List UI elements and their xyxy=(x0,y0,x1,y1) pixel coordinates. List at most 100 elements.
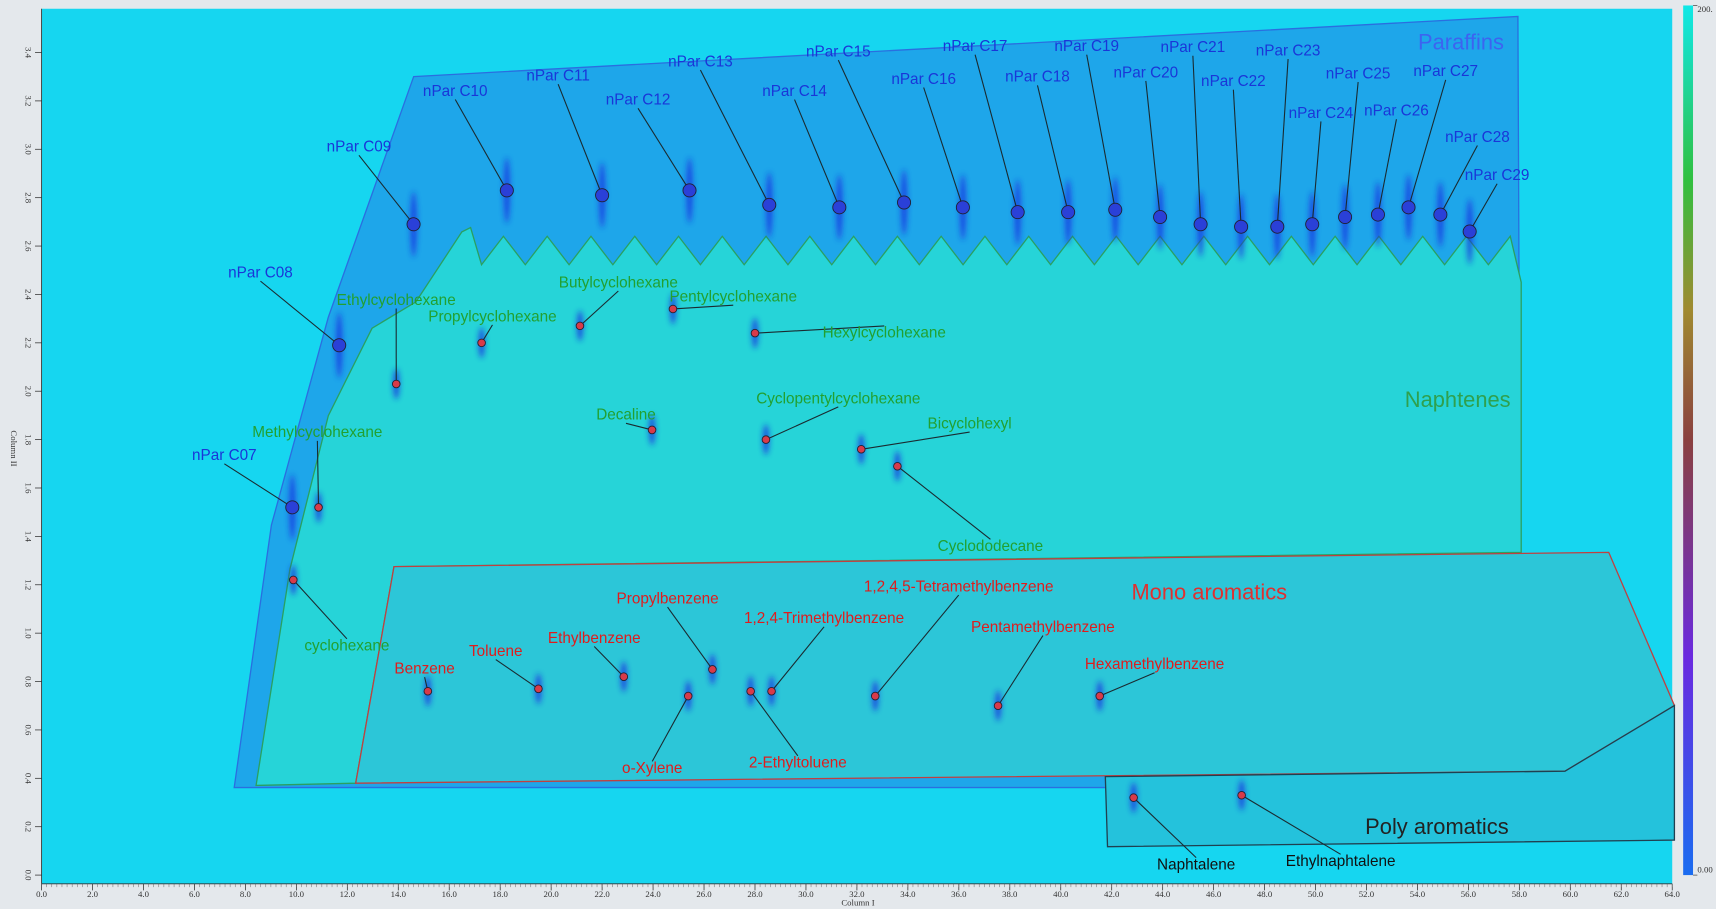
compound-label: nPar C19 xyxy=(1054,38,1119,55)
peak xyxy=(767,686,776,696)
marks: Paraffins nPar C07 nPar C08 nPar C09 nPar C1… xyxy=(192,30,1529,874)
group-label: Poly aromatics xyxy=(1365,814,1509,839)
compound-label: o-Xylene xyxy=(622,760,682,777)
leader-line xyxy=(771,626,825,692)
leader-line xyxy=(292,579,348,640)
compound-label: Pentylcyclohexane xyxy=(669,289,797,306)
leader-line xyxy=(750,690,799,757)
peak xyxy=(1305,217,1320,232)
colorbar xyxy=(1683,5,1694,876)
naphtenes-region xyxy=(255,226,1522,787)
compound-label: nPar C25 xyxy=(1326,65,1391,82)
y-tick-label: 1.4 xyxy=(23,531,33,543)
leader-line xyxy=(874,594,960,697)
peak xyxy=(285,500,300,515)
compound-label: Ethylbenzene xyxy=(548,630,641,647)
y-tick-label: 0.2 xyxy=(23,821,33,832)
x-tick-label: 42.0 xyxy=(1104,889,1120,899)
leader-line xyxy=(579,290,619,327)
colorbar-tick-label: 200. xyxy=(1697,4,1712,14)
y-tick-label: 1.2 xyxy=(23,579,33,590)
x-tick-label: 26.0 xyxy=(696,889,712,899)
x-tick-label: 8.0 xyxy=(240,889,252,899)
peak xyxy=(1193,217,1208,232)
peak xyxy=(1129,793,1138,802)
leader-line xyxy=(1133,797,1197,858)
peak xyxy=(955,200,970,215)
group-label: Mono aromatics xyxy=(1131,580,1287,605)
x-tick-label: 62.0 xyxy=(1614,889,1630,899)
y-tick-label: 2.2 xyxy=(23,337,33,348)
compound-label: nPar C12 xyxy=(606,92,671,109)
peak xyxy=(534,684,543,694)
compound-label: Pentamethylbenzene xyxy=(971,619,1115,636)
compound-label: nPar C26 xyxy=(1364,103,1429,120)
peak xyxy=(1108,202,1123,217)
compound-label: nPar C08 xyxy=(228,265,293,282)
x-tick-label: 36.0 xyxy=(951,889,967,899)
peak xyxy=(832,200,847,215)
labels: Paraffins nPar C07 nPar C08 nPar C09 nPar C1… xyxy=(192,30,1529,874)
leader-line xyxy=(637,108,690,191)
y-tick-label: 3.0 xyxy=(23,144,33,156)
compound-label: Butylcyclohexane xyxy=(559,274,678,291)
leader-line xyxy=(794,99,840,208)
y-tick-label: 1.8 xyxy=(23,434,33,446)
y-tick-label: 0.0 xyxy=(23,870,33,882)
y-tick-label: 2.4 xyxy=(23,289,33,301)
x-tick-label: 64.0 xyxy=(1665,889,1681,899)
leader-line xyxy=(260,280,340,346)
y-tick-label: 1.0 xyxy=(23,628,33,640)
leader-line xyxy=(224,463,293,508)
y-tick-label: 1.6 xyxy=(23,483,33,495)
peaks xyxy=(285,183,1477,802)
compound-label: Benzene xyxy=(394,660,454,677)
compound-label: Propylbenzene xyxy=(617,590,719,607)
x-tick-label: 24.0 xyxy=(645,889,661,899)
x-tick-label: 54.0 xyxy=(1410,889,1426,899)
peak xyxy=(897,195,912,210)
peak xyxy=(750,328,760,338)
compound-label: Cyclopentylcyclohexane xyxy=(756,390,920,407)
x-tick-label: 44.0 xyxy=(1155,889,1171,899)
y-tick-label: 3.4 xyxy=(23,47,33,59)
peak xyxy=(1061,205,1076,220)
compound-label: nPar C13 xyxy=(668,53,733,70)
leader-line xyxy=(667,606,713,670)
compound-label: nPar C14 xyxy=(762,83,827,100)
y-tick-label: 0.6 xyxy=(23,724,33,736)
leader-line xyxy=(923,87,964,208)
leader-line xyxy=(861,431,970,450)
compound-label: Ethylcyclohexane xyxy=(337,292,456,309)
peak xyxy=(762,197,777,212)
leader-line xyxy=(1439,145,1478,215)
group-label: Paraffins xyxy=(1418,30,1504,55)
peak xyxy=(870,691,880,701)
x-tick-label: 2.0 xyxy=(87,889,99,899)
compound-label: Propylcyclohexane xyxy=(428,308,556,325)
peak xyxy=(1237,790,1246,800)
x-tick-label: 50.0 xyxy=(1308,889,1324,899)
leader-line xyxy=(1192,55,1202,225)
compound-label: Methylcyclohexane xyxy=(252,424,382,441)
x-tick-label: 58.0 xyxy=(1512,889,1528,899)
peak xyxy=(499,183,514,198)
leader-line xyxy=(1086,54,1116,210)
x-tick-label: 6.0 xyxy=(189,889,201,899)
leader-line xyxy=(1241,794,1341,855)
x-tick-label: 52.0 xyxy=(1359,889,1375,899)
x-tick-label: 4.0 xyxy=(138,889,150,899)
leader-line xyxy=(1232,89,1242,227)
x-axis-title: Column I xyxy=(841,898,874,908)
compound-label: 1,2,4,5-Tetramethylbenzene xyxy=(864,578,1054,595)
peak xyxy=(746,686,755,696)
compound-label: cyclohexane xyxy=(304,638,389,655)
leader-line xyxy=(997,635,1044,707)
peak xyxy=(289,575,298,585)
leader-line xyxy=(454,99,508,191)
leader-line xyxy=(1311,121,1322,225)
leader-line xyxy=(593,646,625,678)
group-label: Naphtenes xyxy=(1405,387,1511,412)
leader-line xyxy=(699,69,770,206)
